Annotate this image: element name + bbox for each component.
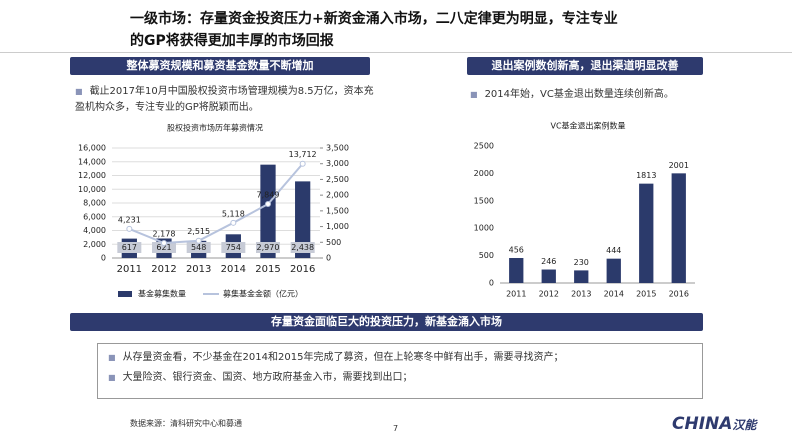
bullet: 2014年始，VC基金退出数量连续创新高。 (470, 87, 700, 103)
x-tick-label: 2015 (636, 290, 656, 299)
data-label: 246 (541, 257, 556, 266)
x-tick-label: 2011 (117, 264, 142, 275)
bar (574, 270, 589, 283)
data-label: 2001 (669, 161, 689, 170)
bullet-box: 从存量资金看，不少基金在2014和2015年完成了募资，但在上轮寒冬中鲜有出手，… (97, 343, 703, 399)
data-label: 1813 (636, 171, 656, 180)
y2-tick-label: 3,000 (326, 159, 349, 168)
bar (295, 181, 311, 258)
line-marker (265, 201, 271, 208)
chart-title: VC基金退出案例数量 (550, 121, 625, 131)
legend-label: 基金募集数量 (138, 289, 186, 299)
x-tick-label: 2012 (151, 264, 176, 275)
y2-tick-label: 2,000 (326, 191, 349, 200)
data-label: 4,231 (118, 215, 141, 224)
y-tick-label: 10,000 (78, 185, 106, 194)
page-number: 7 (393, 424, 399, 433)
x-tick-label: 2014 (221, 264, 246, 275)
y2-tick-label: 500 (326, 238, 341, 247)
line-marker (195, 237, 202, 244)
y-tick-label: 12,000 (78, 171, 106, 180)
line-marker (161, 240, 167, 247)
data-label: 7,849 (257, 191, 280, 200)
bar (671, 173, 686, 283)
data-label: 456 (509, 246, 524, 255)
data-label: 617 (122, 243, 137, 252)
x-tick-label: 2014 (604, 290, 624, 299)
data-label: 754 (226, 243, 241, 252)
banner: 存量资金面临巨大的投资压力，新基金涌入市场 (70, 313, 703, 331)
label-box (221, 242, 246, 253)
title-line: 一级市场：存量资金投资压力+新资金涌入市场，二八定律更为明显，专注专业 (130, 11, 618, 27)
source: 数据来源：清科研究中心和募通 (130, 419, 242, 428)
y-tick-label: 1500 (474, 196, 494, 205)
x-tick-label: 2013 (186, 264, 211, 275)
banner: 整体募资规模和募资基金数量不断增加 (70, 57, 370, 75)
bar (639, 183, 654, 283)
y-tick-label: 6,000 (83, 212, 106, 221)
logo-text: CHINA (672, 414, 733, 434)
line-marker (126, 225, 133, 232)
y-tick-label: 2500 (474, 142, 494, 151)
data-label: 2,515 (187, 227, 210, 236)
label-box (186, 242, 211, 253)
data-label: 5,118 (222, 209, 245, 218)
legend-label: 募集基金金额（亿元） (223, 289, 303, 299)
y-tick-label: 16,000 (78, 144, 106, 153)
x-tick-label: 2012 (539, 290, 559, 299)
data-label: 2,970 (257, 243, 280, 252)
line-marker (299, 160, 306, 167)
data-label: 13,712 (289, 150, 317, 159)
y-tick-label: 500 (479, 251, 494, 260)
y2-tick-label: 1,000 (326, 222, 349, 231)
x-tick-label: 2011 (506, 290, 526, 299)
bar (541, 269, 556, 283)
bar (260, 164, 276, 258)
logo-cn: 汉能 (732, 418, 757, 432)
bullet: 从存量资金看，不少基金在2014和2015年完成了募资，但在上轮寒冬中鲜有出手，… (108, 350, 702, 366)
label-box (290, 242, 315, 253)
divider (0, 52, 792, 53)
x-tick-label: 2013 (571, 290, 591, 299)
y2-tick-label: 0 (326, 254, 331, 263)
title-line: 的GP将获得更加丰厚的市场回报 (130, 33, 334, 49)
line (128, 163, 304, 245)
data-label: 548 (191, 243, 206, 252)
data-label: 2,178 (153, 230, 176, 239)
y2-tick-label: 2,500 (326, 175, 349, 184)
chart-title: 股权投资市场历年募资情况 (167, 123, 263, 133)
y-tick-label: 14,000 (78, 157, 106, 166)
title: 一级市场：存量资金投资压力+新资金涌入市场，二八定律更为明显，专注专业 的GP将获… (130, 8, 618, 52)
data-label: 2,438 (291, 243, 314, 252)
bar (509, 258, 524, 283)
data-label: 444 (606, 246, 621, 255)
y-tick-label: 8,000 (83, 199, 106, 208)
legend-swatch (118, 291, 132, 297)
y-tick-label: 1000 (474, 224, 494, 233)
banner: 退出案例数创新高，退出渠道明显改善 (467, 57, 703, 75)
bar (606, 258, 621, 283)
y-tick-label: 2000 (474, 169, 494, 178)
y-tick-label: 2,000 (83, 240, 106, 249)
data-label: 230 (574, 258, 589, 267)
bullet: 截止2017年10月中国股权投资市场管理规模为8.5万亿，资本充盈机构众多，专注… (75, 84, 375, 116)
x-tick-label: 2016 (290, 264, 315, 275)
label-box (256, 242, 280, 253)
x-tick-label: 2016 (669, 290, 689, 299)
label-box (117, 242, 142, 253)
y2-tick-label: 3,500 (326, 144, 349, 153)
bullet: 大量险资、银行资金、国资、地方政府基金入市，需要找到出口； (108, 370, 702, 386)
y-tick-label: 0 (101, 254, 106, 263)
x-tick-label: 2015 (255, 264, 280, 275)
label-box (152, 242, 176, 253)
logo: CHINA汉能 (672, 414, 756, 434)
line-marker (230, 219, 237, 226)
data-label: 621 (156, 243, 171, 252)
y-tick-label: 0 (489, 279, 494, 288)
y-tick-label: 4,000 (83, 226, 106, 235)
y2-tick-label: 1,500 (326, 206, 349, 215)
